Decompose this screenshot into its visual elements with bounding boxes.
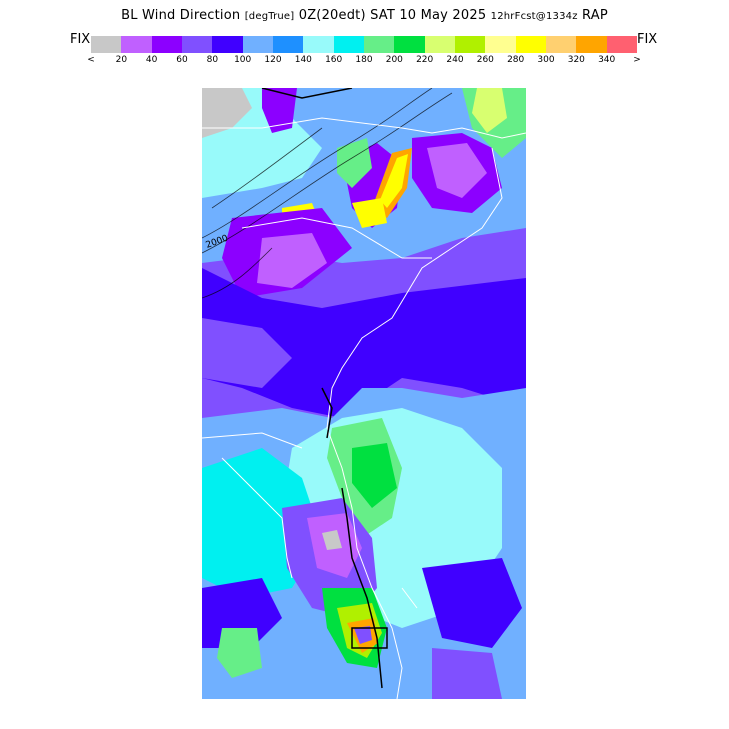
color-swatch — [333, 36, 364, 53]
chart-title: BL Wind Direction [degTrue] 0Z(20edt) SA… — [0, 8, 729, 23]
tick-label: 300 — [537, 55, 555, 65]
tick-greater-than: > — [633, 55, 641, 65]
color-scale-ticks: < > 20 40 60 80 100 120 140 160 180 200 220 240 260 2… — [0, 55, 729, 69]
color-swatch — [303, 36, 334, 53]
tick-label: 240 — [446, 55, 464, 65]
color-swatch — [454, 36, 486, 53]
color-swatch — [394, 36, 425, 53]
title-main: BL Wind Direction — [121, 8, 241, 23]
tick-label: 40 — [145, 55, 158, 65]
tick-label: 340 — [598, 55, 616, 65]
tick-less-than: < — [87, 55, 95, 65]
title-time: 0Z(20edt) SAT 10 May 2025 — [298, 8, 487, 23]
tick-label: 320 — [567, 55, 585, 65]
color-swatch — [151, 36, 182, 53]
tick-label: 220 — [416, 55, 434, 65]
color-swatch — [576, 36, 607, 53]
wind-direction-map: 2000 — [202, 88, 526, 699]
color-swatch — [181, 36, 213, 53]
color-scale-bar — [91, 36, 637, 53]
tick-label: 60 — [176, 55, 188, 65]
color-swatch — [272, 36, 304, 53]
color-swatch — [91, 36, 122, 53]
color-swatch — [121, 36, 152, 53]
tick-label: 160 — [325, 55, 343, 65]
title-model: RAP — [582, 8, 608, 23]
tick-label: 100 — [234, 55, 252, 65]
color-swatch — [485, 36, 516, 53]
tick-label: 140 — [294, 55, 312, 65]
color-swatch — [212, 36, 243, 53]
tick-label: 20 — [115, 55, 128, 65]
tick-label: 80 — [206, 55, 219, 65]
color-swatch — [424, 36, 455, 53]
legend-fix-right: FIX — [637, 32, 658, 47]
tick-label: 280 — [507, 55, 525, 65]
title-forecast: 12hrFcst@1334z — [490, 11, 578, 22]
color-swatch — [545, 36, 577, 53]
color-swatch — [242, 36, 273, 53]
color-swatch — [363, 36, 395, 53]
legend-fix-left: FIX — [70, 32, 91, 47]
title-units: [degTrue] — [244, 11, 295, 22]
color-swatch — [515, 36, 546, 53]
tick-label: 260 — [476, 55, 494, 65]
tick-label: 120 — [264, 55, 282, 65]
color-swatch — [606, 36, 637, 53]
tick-label: 180 — [355, 55, 373, 65]
tick-label: 200 — [385, 55, 403, 65]
